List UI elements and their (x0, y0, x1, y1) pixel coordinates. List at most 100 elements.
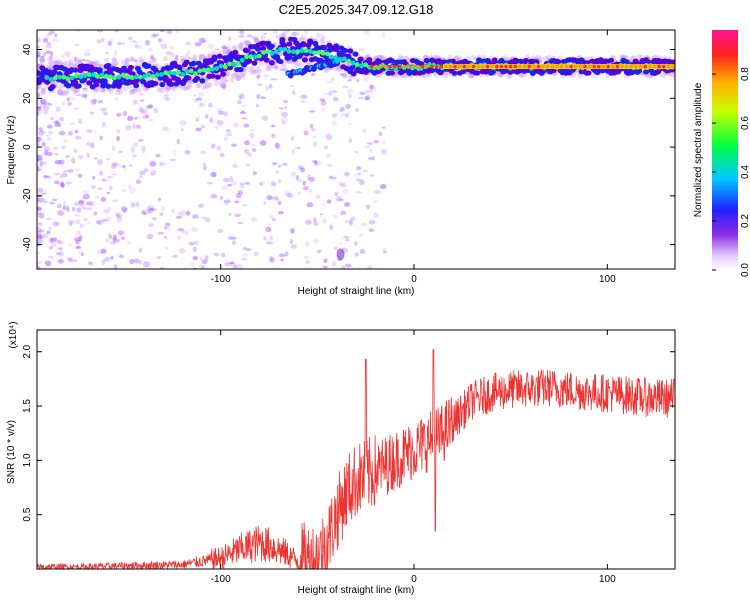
noise-speckle (37, 155, 43, 161)
noise-speckle (281, 117, 288, 124)
noise-speckle (201, 259, 208, 265)
noise-speckle (116, 112, 122, 117)
noise-speckle (241, 253, 249, 258)
noise-speckle (370, 174, 374, 177)
noise-speckle (116, 213, 123, 219)
band-core (185, 75, 192, 81)
noise-speckle (67, 131, 74, 136)
noise-speckle (171, 208, 175, 214)
noise-speckle (278, 253, 286, 258)
noise-speckle (192, 246, 197, 253)
noise-speckle (128, 36, 133, 41)
noise-speckle (84, 93, 88, 99)
ridge-hot (457, 64, 462, 69)
noise-speckle (82, 87, 88, 90)
noise-speckle (269, 235, 274, 241)
noise-speckle (124, 57, 130, 63)
noise-speckle (91, 175, 96, 180)
ridge-hot (416, 64, 420, 69)
noise-speckle (37, 109, 42, 115)
noise-speckle (187, 57, 193, 61)
noise-speckle (117, 41, 122, 46)
band-core (173, 81, 180, 87)
noise-speckle (239, 93, 245, 99)
noise-speckle (359, 91, 365, 95)
noise-speckle (270, 181, 277, 187)
noise-speckle (366, 265, 373, 269)
noise-speckle (93, 129, 97, 135)
noise-speckle (148, 118, 154, 122)
ridge-peak (278, 46, 283, 52)
noise-speckle (37, 154, 41, 161)
ridge-peak (154, 72, 160, 78)
noise-speckle (116, 135, 120, 142)
noise-speckle (381, 32, 386, 38)
noise-speckle (274, 65, 279, 70)
band-core (608, 57, 615, 63)
band-haze (223, 49, 229, 55)
x-tick-label: -100 (211, 574, 231, 585)
ridge-peak (146, 72, 152, 78)
band-haze (336, 67, 342, 73)
noise-speckle (144, 209, 151, 215)
noise-speckle (106, 191, 110, 195)
band-haze (643, 73, 649, 79)
noise-speckle (77, 173, 83, 178)
noise-speckle (238, 34, 245, 38)
noise-speckle (50, 51, 54, 56)
noise-speckle (291, 90, 296, 95)
ridge-hot (429, 64, 434, 69)
band-haze (402, 73, 408, 79)
band-haze (224, 71, 230, 77)
ridge-hot (652, 64, 657, 69)
band-haze (342, 73, 348, 79)
noise-speckle (269, 255, 273, 262)
noise-speckle (184, 150, 191, 155)
band-haze (128, 56, 134, 62)
ridge-hot (620, 64, 624, 69)
noise-speckle (251, 147, 257, 153)
band-haze (207, 82, 213, 88)
band-haze (258, 61, 264, 67)
noise-speckle (331, 261, 337, 267)
noise-speckle (193, 98, 198, 103)
band-haze (108, 88, 114, 94)
noise-speckle (74, 135, 82, 140)
band-haze (124, 61, 130, 67)
noise-speckle (233, 264, 238, 269)
noise-speckle (199, 102, 204, 108)
noise-speckle (45, 175, 52, 179)
noise-speckle (147, 48, 153, 52)
noise-speckle (82, 189, 88, 195)
noise-speckle (345, 239, 350, 242)
ridge-peak (282, 46, 288, 52)
noise-speckle (365, 89, 373, 94)
noise-speckle (298, 37, 302, 42)
band-haze (298, 37, 304, 43)
noise-speckle (212, 171, 217, 178)
band-core (307, 38, 314, 44)
noise-speckle (46, 217, 52, 221)
noise-speckle (86, 129, 93, 133)
band-haze (257, 68, 263, 74)
noise-speckle (360, 222, 367, 227)
band-haze (57, 85, 63, 91)
noise-speckle (110, 256, 114, 260)
noise-speckle (37, 93, 41, 98)
noise-speckle (128, 89, 135, 96)
ridge-hot (559, 64, 564, 69)
band-haze (266, 64, 272, 70)
ridge-hot (587, 64, 592, 69)
colorbar-label: Normalized spectral amplitude (693, 82, 704, 217)
noise-speckle (246, 34, 253, 38)
noise-speckle (271, 162, 278, 166)
noise-speckle (169, 158, 177, 161)
ridge-peak (125, 74, 130, 80)
noise-speckle (50, 242, 57, 248)
noise-speckle (37, 130, 45, 136)
ridge-peak (222, 64, 228, 70)
noise-speckle (37, 191, 42, 194)
noise-speckle (104, 257, 110, 262)
y-tick-label: 20 (22, 92, 33, 104)
band-haze (184, 85, 190, 91)
